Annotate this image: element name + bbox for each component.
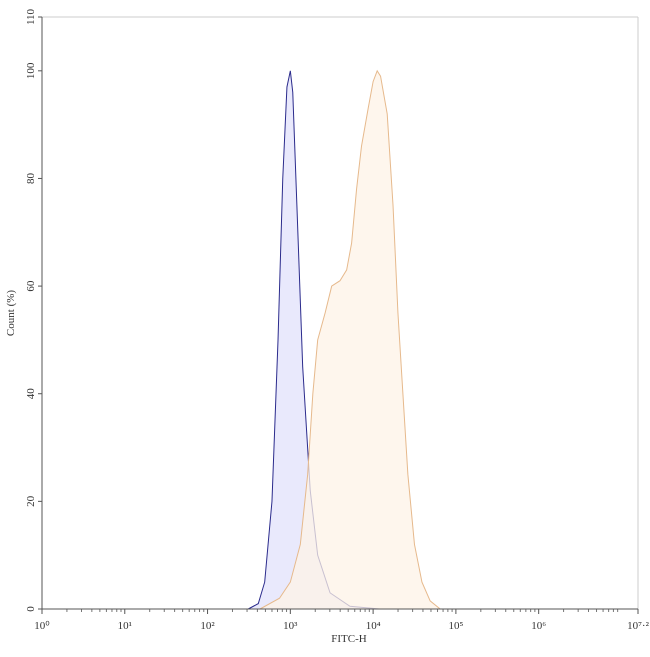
y-tick-label: 80	[25, 172, 37, 184]
x-tick-label: 10⁵	[448, 620, 463, 632]
y-tick-label: 110	[25, 8, 37, 25]
y-tick-label: 40	[25, 388, 37, 400]
y-tick-label: 20	[25, 495, 37, 507]
y-tick-label: 0	[25, 606, 37, 612]
x-tick-label: 10³	[283, 620, 298, 632]
y-tick-label: 100	[25, 62, 37, 79]
x-tick-label: 10⁶	[531, 620, 546, 632]
area-line	[259, 69, 441, 610]
x-tick-label: 10⁰	[34, 620, 50, 632]
x-axis-label: FITC-H	[331, 633, 367, 645]
x-tick-label: 10¹	[118, 620, 132, 632]
x-tick-label: 10²	[200, 620, 215, 632]
x-tick-label: 10⁴	[366, 620, 381, 632]
x-tick-label: 10⁷·²	[627, 620, 649, 632]
area-fill	[259, 70, 441, 610]
area-fill	[248, 70, 380, 610]
y-tick-label: 60	[25, 280, 37, 292]
y-axis-label: Count (%)	[5, 290, 17, 336]
